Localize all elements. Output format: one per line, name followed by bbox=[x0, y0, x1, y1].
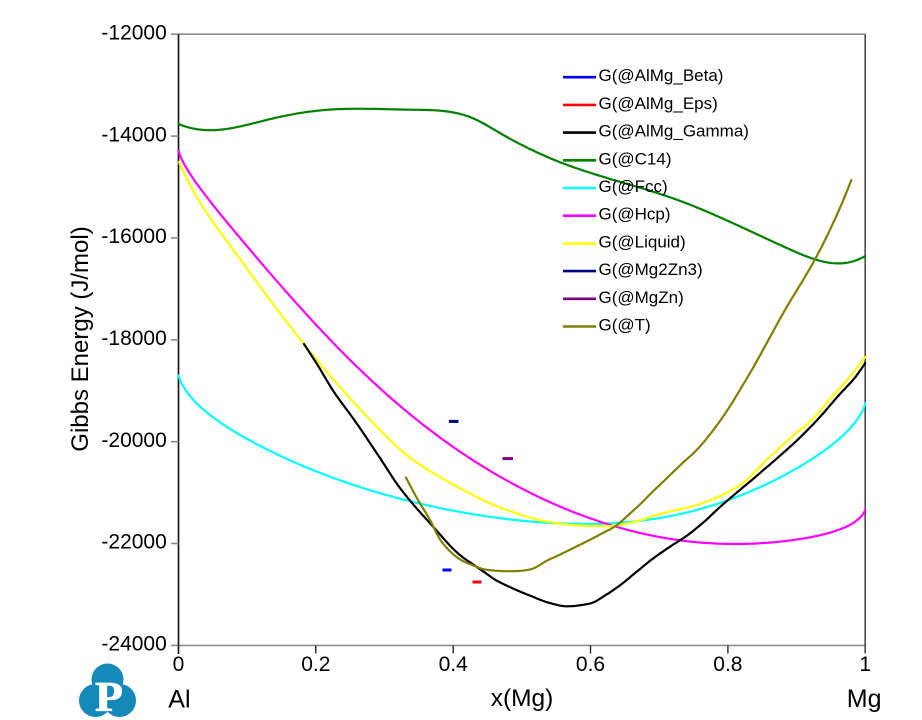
svg-text:0: 0 bbox=[173, 653, 185, 676]
svg-text:Mg: Mg bbox=[847, 685, 882, 713]
svg-text:-12000: -12000 bbox=[101, 21, 166, 44]
svg-text:-16000: -16000 bbox=[101, 225, 166, 248]
svg-text:G(@Hcp): G(@Hcp) bbox=[599, 205, 671, 224]
svg-text:G(@MgZn): G(@MgZn) bbox=[599, 288, 684, 307]
svg-text:G(@AlMg_Gamma): G(@AlMg_Gamma) bbox=[599, 122, 749, 141]
svg-text:1: 1 bbox=[859, 653, 871, 676]
svg-text:0.6: 0.6 bbox=[576, 653, 605, 676]
svg-text:G(@Liquid): G(@Liquid) bbox=[599, 232, 686, 251]
svg-text:Al: Al bbox=[168, 686, 190, 714]
svg-text:-20000: -20000 bbox=[101, 429, 166, 452]
svg-text:0.8: 0.8 bbox=[713, 653, 742, 676]
svg-text:x(Mg): x(Mg) bbox=[491, 685, 554, 712]
svg-text:-14000: -14000 bbox=[101, 123, 166, 146]
svg-text:P: P bbox=[95, 674, 123, 720]
svg-text:0.2: 0.2 bbox=[301, 653, 330, 676]
svg-text:-18000: -18000 bbox=[101, 327, 166, 350]
svg-text:-22000: -22000 bbox=[101, 531, 166, 554]
svg-text:-24000: -24000 bbox=[101, 633, 166, 656]
svg-text:G(@AlMg_Eps): G(@AlMg_Eps) bbox=[599, 94, 718, 113]
svg-text:G(@C14): G(@C14) bbox=[599, 149, 672, 168]
svg-text:0.4: 0.4 bbox=[439, 653, 469, 676]
svg-text:Gibbs Energy (J/mol): Gibbs Energy (J/mol) bbox=[67, 226, 94, 451]
svg-text:G(@T): G(@T) bbox=[599, 316, 651, 335]
svg-text:G(@Fcc): G(@Fcc) bbox=[599, 177, 668, 196]
svg-text:G(@Mg2Zn3): G(@Mg2Zn3) bbox=[599, 260, 703, 279]
svg-text:G(@AlMg_Beta): G(@AlMg_Beta) bbox=[599, 66, 724, 85]
